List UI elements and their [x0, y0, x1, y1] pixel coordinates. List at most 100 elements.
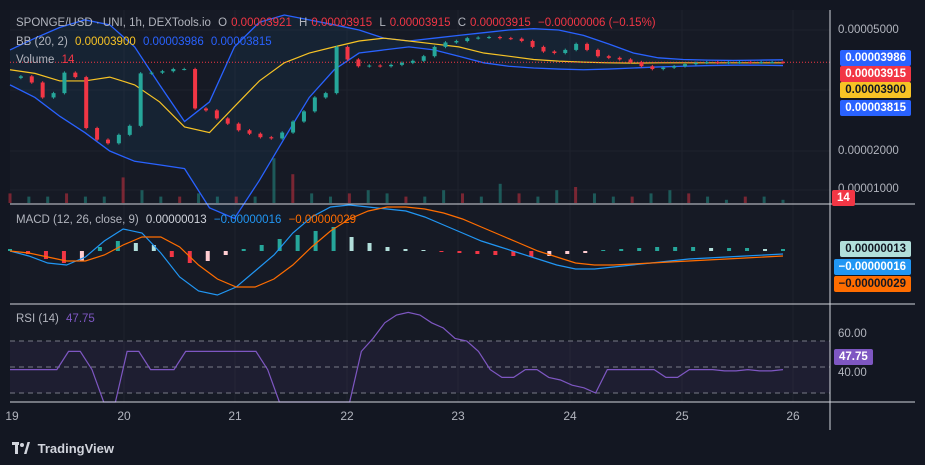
- candle-body: [454, 41, 459, 43]
- candle-body: [84, 77, 89, 129]
- candle-body: [781, 62, 785, 64]
- candle-body: [432, 46, 437, 57]
- macd-hist-bar: [781, 249, 785, 251]
- macd-hist-bar: [493, 251, 498, 255]
- volume-bar: [592, 193, 596, 203]
- candle-body: [345, 46, 350, 60]
- candle-body: [465, 38, 470, 42]
- volume-bar: [555, 190, 559, 203]
- price-tick-20: 0.00002000: [838, 145, 899, 157]
- volume-bar: [329, 196, 333, 203]
- candle-body: [62, 72, 67, 94]
- candle-body: [214, 110, 219, 119]
- macd-signal-value: −0.00000029: [288, 214, 357, 226]
- tradingview-branding[interactable]: TradingView: [12, 441, 114, 456]
- high-label: H: [299, 17, 308, 29]
- macd-hist-bar: [8, 249, 12, 251]
- macd-hist-bar: [367, 243, 372, 251]
- volume-bar: [8, 193, 12, 203]
- bb-basis-badge: 0.00003900: [840, 82, 911, 98]
- volume-bar: [536, 196, 540, 203]
- volume-bar: [442, 190, 446, 203]
- macd-hist-bar: [133, 243, 138, 251]
- price-legend: SPONGE/USD · UNI, 1h, DEXTools.io O 0.000…: [16, 17, 660, 29]
- time-tick-19: 19: [5, 409, 19, 423]
- macd-hist-bar: [655, 247, 660, 251]
- candle-body: [389, 64, 394, 67]
- candle-body: [280, 132, 285, 139]
- volume-bar: [743, 196, 747, 203]
- symbol-label[interactable]: SPONGE/USD · UNI, 1h, DEXTools.io: [16, 17, 211, 29]
- macd-hist-bar: [331, 227, 336, 251]
- change-value: −0.00000006 (−0.15%): [537, 17, 656, 29]
- candle-body: [726, 62, 731, 64]
- candle-body: [258, 133, 263, 138]
- volume-bar: [762, 196, 766, 203]
- volume-bar: [611, 196, 615, 203]
- bb-upper-badge: 0.00003986: [840, 50, 911, 66]
- macd-hist-bar: [313, 231, 318, 251]
- bb-label: BB (20, 2): [16, 36, 68, 48]
- candle-body: [519, 38, 524, 42]
- rsi-legend[interactable]: RSI (14) 47.75: [16, 313, 99, 325]
- candle-body: [323, 93, 328, 98]
- macd-hist-bar: [385, 247, 390, 251]
- volume-bar: [46, 196, 50, 203]
- volume-bar: [781, 199, 785, 203]
- candle-body: [367, 65, 372, 67]
- volume-bar: [574, 187, 578, 203]
- macd-legend[interactable]: MACD (12, 26, close, 9) 0.00000013 −0.00…: [16, 214, 360, 226]
- candle-body: [487, 37, 492, 39]
- last-price-badge: 0.00003915: [840, 66, 911, 82]
- bb-band-area: [10, 15, 783, 219]
- volume-bar: [404, 196, 408, 203]
- macd-hist-bar: [115, 241, 120, 251]
- volume-bar: [310, 193, 314, 203]
- macd-hist-badge: 0.00000013: [840, 241, 911, 257]
- macd-hist-bar: [43, 251, 48, 259]
- macd-hist-bar: [457, 251, 462, 253]
- candle-body: [18, 76, 23, 78]
- macd-hist-bar: [241, 249, 246, 251]
- volume-bar: [291, 174, 295, 203]
- candle-body: [508, 38, 513, 40]
- volume-bar: [385, 193, 389, 203]
- macd-hist-bar: [745, 248, 750, 251]
- volume-bar: [272, 158, 276, 203]
- pane-dividers[interactable]: [10, 10, 915, 430]
- time-tick-26: 26: [786, 409, 800, 423]
- candle-body: [301, 111, 306, 122]
- bb-upper-value: 0.00003986: [142, 36, 204, 48]
- candle-body: [421, 56, 426, 61]
- rsi-tick-60: 60.00: [838, 328, 867, 340]
- candle-body: [443, 42, 448, 47]
- macd-pane: [8, 204, 785, 296]
- volume-badge: 14: [832, 190, 855, 206]
- time-tick-21: 21: [228, 409, 242, 423]
- candle-body: [639, 62, 644, 67]
- bb-legend[interactable]: BB (20, 2) 0.00003900 0.00003986 0.00003…: [16, 36, 276, 48]
- volume-bar: [687, 193, 691, 203]
- bb-basis-value: 0.00003900: [74, 36, 136, 48]
- macd-hist-bar: [169, 251, 174, 257]
- volume-bar: [706, 196, 710, 203]
- close-value: 0.00003915: [470, 17, 531, 29]
- candle-body: [291, 121, 296, 133]
- volume-bar: [724, 199, 728, 203]
- candle-body: [715, 62, 720, 64]
- open-value: 0.00003921: [231, 17, 292, 29]
- volume-legend[interactable]: Volume 14: [16, 54, 78, 66]
- candle-body: [269, 137, 274, 139]
- candle-body: [410, 60, 415, 63]
- candle-body: [378, 65, 383, 67]
- macd-hist-bar: [601, 250, 606, 251]
- candle-body: [585, 43, 590, 50]
- candle-body: [563, 49, 568, 54]
- macd-hist-bar: [637, 248, 642, 251]
- candle-body: [149, 72, 154, 74]
- candle-body: [399, 62, 404, 65]
- tradingview-logo-icon: [12, 442, 30, 454]
- time-tick-22: 22: [340, 409, 354, 423]
- branding-label: TradingView: [37, 441, 114, 456]
